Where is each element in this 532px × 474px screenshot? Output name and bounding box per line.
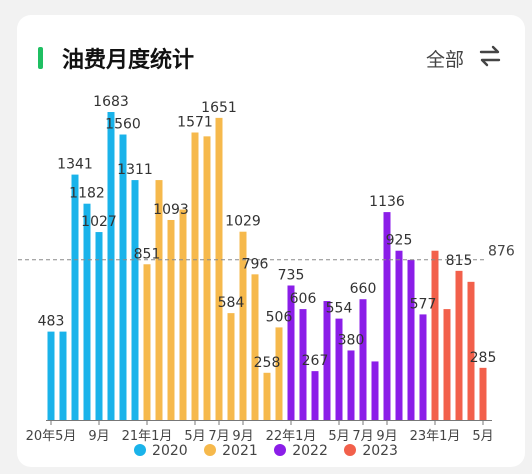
x-tick-label: 9月 (232, 429, 253, 444)
bar-2023-2[interactable] (455, 270, 463, 420)
data-label: 506 (266, 309, 293, 325)
x-tick-label: 21年1月 (122, 429, 173, 444)
bar-2022-1[interactable] (299, 309, 307, 420)
bar-2020-4[interactable] (95, 232, 103, 420)
x-tick-label: 7月 (352, 429, 373, 444)
legend-item-2021[interactable]: 2021 (204, 443, 258, 459)
x-tick-label: 5月 (328, 429, 349, 444)
legend-label: 2021 (222, 443, 258, 459)
data-label: 660 (350, 281, 377, 297)
data-label: 554 (326, 301, 353, 317)
legend: 2020 2021 2022 2023 (0, 443, 532, 459)
bar-2022-0[interactable] (287, 285, 295, 420)
bar-2020-3[interactable] (83, 203, 91, 420)
title-accent-bar (38, 47, 43, 69)
bar-2021-5[interactable] (203, 136, 211, 420)
legend-item-2023[interactable]: 2023 (344, 443, 398, 459)
bar-2021-3[interactable] (179, 209, 187, 420)
bar-2022-5[interactable] (347, 350, 355, 420)
bar-2020-2[interactable] (71, 174, 79, 420)
bar-2020-5[interactable] (107, 112, 115, 421)
legend-item-2020[interactable]: 2020 (134, 443, 188, 459)
bar-2023-0[interactable] (431, 250, 439, 420)
data-label: 1341 (57, 157, 93, 173)
data-label: 735 (278, 267, 305, 283)
x-tick-label: 5月 (472, 429, 493, 444)
legend-item-2022[interactable]: 2022 (274, 443, 328, 459)
bar-2022-4[interactable] (335, 318, 343, 420)
bar-2021-1[interactable] (155, 180, 163, 420)
data-label: 1093 (153, 202, 189, 218)
data-label: 258 (254, 355, 281, 371)
x-tick-label: 5月 (184, 429, 205, 444)
data-label: 1182 (69, 186, 105, 202)
x-tick-label: 20年5月 (26, 429, 77, 444)
bar-2023-1[interactable] (443, 309, 451, 420)
data-label: 1029 (225, 214, 261, 230)
data-label: 380 (338, 332, 365, 348)
data-label: 1651 (201, 100, 237, 116)
bar-2021-4[interactable] (191, 132, 199, 420)
data-label: 1311 (117, 162, 153, 178)
legend-label: 2022 (292, 443, 328, 459)
chart-title: 油费月度统计 (62, 48, 195, 73)
x-tick-label: 9月 (88, 429, 109, 444)
bar-2021-8[interactable] (239, 231, 247, 420)
bar-2020-7[interactable] (131, 180, 139, 420)
bar-2021-6[interactable] (215, 117, 223, 420)
legend-dot-2021 (204, 444, 217, 456)
legend-label: 2023 (362, 443, 398, 459)
bar-2022-6[interactable] (359, 299, 367, 420)
average-reference-label: 876 (488, 244, 515, 260)
data-label: 1136 (369, 194, 405, 210)
bar-2022-11[interactable] (419, 314, 427, 420)
data-label: 483 (38, 314, 65, 330)
bar-2022-3[interactable] (323, 301, 331, 420)
bar-2021-2[interactable] (167, 219, 175, 420)
bar-2020-6[interactable] (119, 134, 127, 420)
legend-dot-2023 (344, 444, 357, 456)
bar-2022-7[interactable] (371, 361, 379, 420)
x-tick-label: 23年1月 (410, 429, 461, 444)
bar-2022-8[interactable] (383, 212, 391, 420)
data-label: 815 (446, 253, 473, 269)
filter-all-button[interactable]: 全部 (426, 49, 465, 71)
bar-2023-3[interactable] (467, 281, 475, 420)
data-label: 1027 (81, 214, 117, 230)
x-tick-label: 9月 (376, 429, 397, 444)
swap-arrows-icon[interactable] (479, 44, 501, 68)
bar-2023-4[interactable] (479, 367, 487, 420)
data-label: 1560 (105, 117, 141, 133)
bar-2020-0[interactable] (47, 331, 55, 420)
data-label: 1683 (93, 94, 129, 110)
data-label: 267 (302, 353, 329, 369)
bar-2022-9[interactable] (395, 250, 403, 420)
data-label: 606 (290, 291, 317, 307)
data-label: 925 (386, 233, 413, 249)
data-label: 577 (410, 296, 437, 312)
bar-2021-11[interactable] (275, 327, 283, 420)
bar-2020-1[interactable] (59, 331, 67, 420)
bar-2022-10[interactable] (407, 259, 415, 420)
x-tick-label: 7月 (208, 429, 229, 444)
bar-2021-0[interactable] (143, 264, 151, 420)
legend-dot-2020 (134, 444, 147, 456)
data-label: 584 (218, 295, 245, 311)
bar-2021-9[interactable] (251, 274, 259, 420)
legend-dot-2022 (274, 444, 287, 456)
x-tick-label: 22年1月 (266, 429, 317, 444)
legend-label: 2020 (152, 443, 188, 459)
data-label: 796 (242, 256, 269, 272)
bar-2021-7[interactable] (227, 313, 235, 420)
data-label: 851 (134, 246, 161, 262)
data-label: 1571 (177, 115, 213, 131)
bar-2022-2[interactable] (311, 371, 319, 420)
data-label: 285 (470, 350, 497, 366)
bar-2021-10[interactable] (263, 372, 271, 420)
